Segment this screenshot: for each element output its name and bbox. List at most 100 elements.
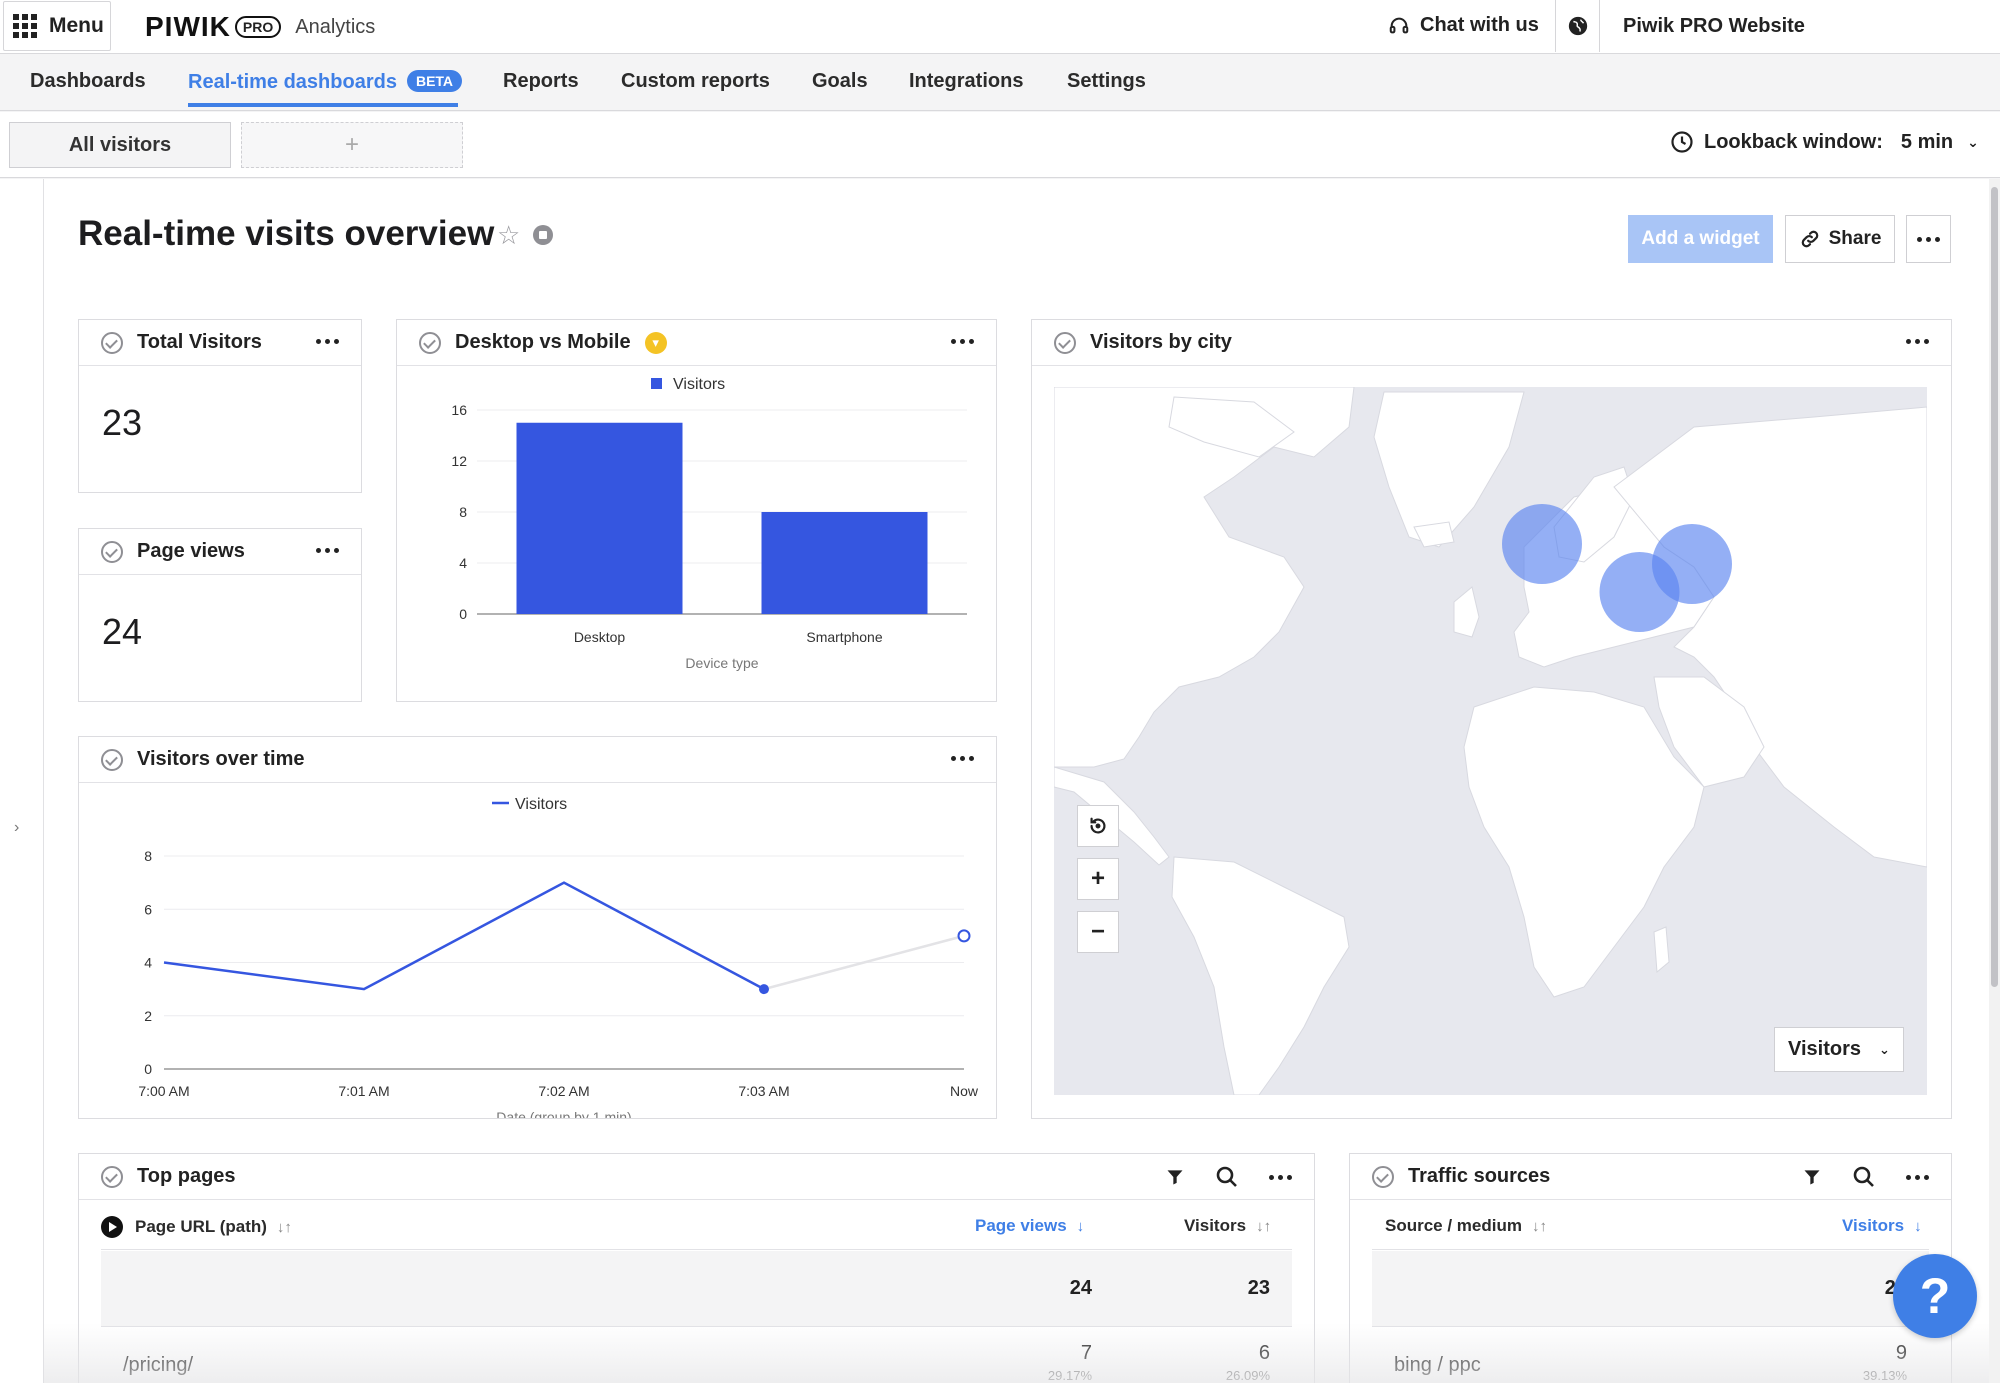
bar-smartphone[interactable]: [761, 512, 928, 614]
help-button[interactable]: ?: [1893, 1254, 1977, 1338]
column-page-views-label: Page views: [975, 1216, 1067, 1235]
widget-more-icon[interactable]: [316, 548, 339, 553]
widget-more-icon[interactable]: [1906, 1174, 1929, 1180]
legend-label[interactable]: Visitors: [515, 796, 567, 813]
column-visitors[interactable]: Visitors ↓: [1842, 1216, 1922, 1236]
table-header: Page URL (path) ↓↑ Page views ↓ Visitors…: [101, 1200, 1292, 1250]
dashboard-more-button[interactable]: [1906, 215, 1951, 263]
series-line[interactable]: [163, 881, 765, 991]
table-total-row: 23: [1372, 1251, 1929, 1327]
nav-settings[interactable]: Settings: [1067, 70, 1146, 93]
x-tick-label: 7:00 AM: [138, 1083, 189, 1099]
y-tick-label: 6: [144, 901, 152, 917]
logo-pro-badge: PRO: [234, 16, 282, 38]
nav-goals[interactable]: Goals: [812, 70, 868, 93]
nav-reports[interactable]: Reports: [503, 70, 579, 93]
nav-settings-label: Settings: [1067, 70, 1146, 92]
sort-desc-icon: ↓: [1914, 1217, 1922, 1235]
land-north-america: [1054, 387, 1355, 768]
widget-more-icon[interactable]: [1269, 1174, 1292, 1180]
column-visitors[interactable]: Visitors ↓↑: [1184, 1216, 1271, 1236]
widget-top-pages: Top pages Page URL (path) ↓↑ Page views …: [78, 1153, 1315, 1383]
add-segment-button[interactable]: +: [241, 122, 463, 168]
map-metric-select[interactable]: Visitors ⌄: [1774, 1027, 1904, 1072]
widget-tools: [1802, 1165, 1929, 1189]
check-circle-icon: [101, 1165, 123, 1188]
nav-integrations[interactable]: Integrations: [909, 70, 1023, 93]
nav-real-time-label: Real-time dashboards: [188, 71, 397, 93]
widget-header: Top pages: [79, 1154, 1314, 1200]
check-circle-icon: [1054, 331, 1076, 354]
column-page-views[interactable]: Page views ↓: [975, 1216, 1084, 1236]
chat-with-us-button[interactable]: Chat with us: [1388, 14, 1539, 37]
widget-traffic-sources: Traffic sources Source / medium ↓↑ Visit…: [1349, 1153, 1952, 1383]
search-icon[interactable]: [1215, 1165, 1239, 1189]
favorite-star-icon[interactable]: ☆: [497, 220, 521, 250]
scrollbar-thumb[interactable]: [1991, 187, 1998, 987]
widget-title: Visitors by city: [1090, 331, 1232, 353]
nav-dashboards[interactable]: Dashboards: [30, 70, 146, 93]
city-bubble[interactable]: [1652, 524, 1732, 604]
widget-more-icon[interactable]: [951, 756, 974, 761]
logo-word: PIWIK: [145, 11, 231, 42]
land-iceland: [1413, 521, 1455, 548]
expand-sidebar-icon[interactable]: ›: [14, 819, 20, 836]
widget-header: Desktop vs Mobile ▾: [397, 320, 996, 366]
widget-header: Total Visitors: [79, 320, 361, 366]
total-visitors-value: 23: [102, 402, 143, 443]
y-tick-label: 16: [451, 402, 467, 418]
data-point[interactable]: [759, 984, 769, 995]
widget-tools: [1165, 1165, 1292, 1189]
widget-more-icon[interactable]: [1906, 339, 1929, 344]
bar-desktop[interactable]: [516, 422, 683, 614]
minus-icon: −: [1090, 918, 1105, 945]
share-button[interactable]: Share: [1785, 215, 1895, 263]
nav-custom-reports[interactable]: Custom reports: [621, 70, 770, 93]
map-zoom-in-button[interactable]: +: [1077, 858, 1119, 900]
table-row[interactable]: bing / ppc 9 39.13%: [1372, 1328, 1929, 1383]
city-bubble[interactable]: [1502, 504, 1582, 584]
piwik-pro-logo[interactable]: PIWIK PRO Analytics: [145, 11, 375, 42]
check-circle-icon: [101, 748, 123, 771]
column-page-url[interactable]: Page URL (path) ↓↑: [101, 1216, 292, 1238]
page-url-cell[interactable]: /pricing/: [123, 1354, 194, 1376]
data-point-current[interactable]: [957, 929, 971, 943]
widget-more-icon[interactable]: [316, 339, 339, 344]
scrollbar[interactable]: [1989, 179, 2000, 1383]
filter-icon[interactable]: [1165, 1167, 1185, 1187]
menu-button[interactable]: Menu: [3, 1, 111, 51]
world-map[interactable]: + − Visitors ⌄: [1054, 387, 1927, 1095]
visitors-cell: 6 26.09%: [1226, 1342, 1270, 1383]
x-axis-label: Date (group by 1 min): [496, 1109, 631, 1118]
x-tick-label: 7:01 AM: [338, 1083, 389, 1099]
lookback-window-select[interactable]: Lookback window: 5 min ⌄: [1670, 130, 1979, 154]
total-page-views: 24: [1069, 1277, 1092, 1299]
map-zoom-out-button[interactable]: −: [1077, 911, 1119, 953]
column-source-medium[interactable]: Source / medium ↓↑: [1385, 1216, 1547, 1236]
filter-icon[interactable]: [1802, 1167, 1822, 1187]
site-switcher-globe[interactable]: [1555, 0, 1600, 52]
land-madagascar: [1653, 926, 1670, 974]
y-tick-label: 8: [144, 848, 152, 864]
widget-header: Traffic sources: [1350, 1154, 1951, 1200]
x-tick-label: 7:02 AM: [538, 1083, 589, 1099]
desktop-vs-mobile-chart: 0 4 8 12 16 Desktop Smartphone Device type Visit…: [451, 376, 967, 671]
add-widget-button[interactable]: Add a widget: [1628, 215, 1773, 263]
x-tick-label: 7:03 AM: [738, 1083, 789, 1099]
visitors-percent: 39.13%: [1862, 1368, 1907, 1383]
visitors-value: 6: [1258, 1342, 1270, 1364]
total-visitors: 23: [1247, 1277, 1270, 1299]
widget-more-icon[interactable]: [951, 339, 974, 344]
page-views-percent: 29.17%: [1047, 1368, 1092, 1383]
visitors-cell: 9 39.13%: [1863, 1342, 1907, 1383]
nav-real-time-dashboards[interactable]: Real-time dashboards BETA: [188, 70, 463, 94]
map-reset-button[interactable]: [1077, 805, 1119, 847]
search-icon[interactable]: [1852, 1165, 1876, 1189]
legend-label[interactable]: Visitors: [673, 376, 725, 393]
insight-bulb-icon[interactable]: ▾: [644, 331, 667, 354]
table-row[interactable]: /pricing/ 7 29.17% 6 26.09%: [101, 1328, 1292, 1383]
segment-tab-all-visitors[interactable]: All visitors: [9, 122, 231, 168]
source-cell[interactable]: bing / ppc: [1394, 1354, 1481, 1376]
x-axis-label: Device type: [685, 655, 758, 671]
site-switcher[interactable]: Piwik PRO Website: [1623, 15, 1805, 37]
